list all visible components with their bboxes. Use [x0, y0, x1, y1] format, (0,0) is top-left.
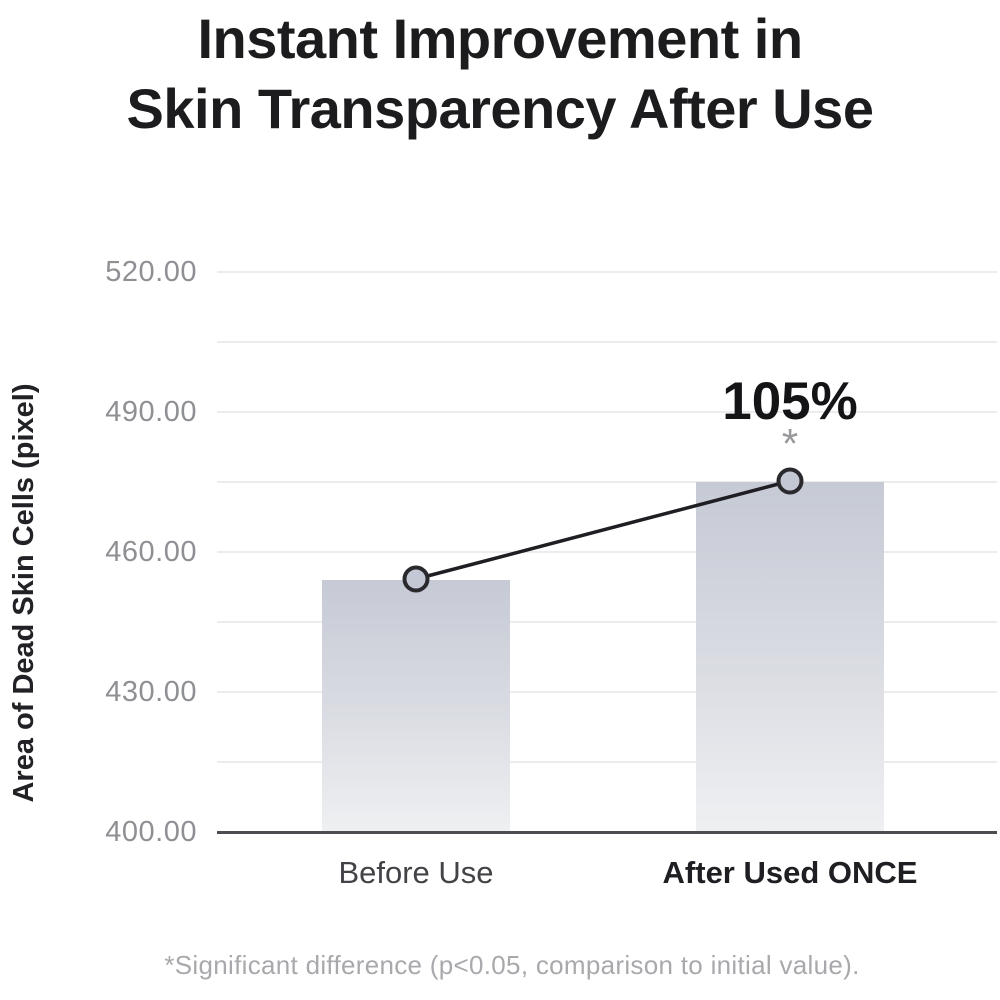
bar-before-use: [322, 580, 510, 832]
gridline: [217, 691, 997, 693]
y-tick-label: 490.00: [105, 396, 197, 428]
y-tick-label: 430.00: [105, 676, 197, 708]
x-tick-label-before-use: Before Use: [338, 855, 494, 890]
y-tick-label: 460.00: [105, 536, 197, 568]
annotation-percent-label: 105%: [722, 372, 858, 431]
gridline: [217, 341, 997, 343]
x-axis-baseline: [217, 831, 997, 834]
y-tick-label: 520.00: [105, 256, 197, 288]
chart-title: Instant Improvement in Skin Transparency…: [0, 4, 1000, 144]
significance-asterisk: *: [781, 420, 799, 467]
chart-title-line-1: Instant Improvement in: [197, 7, 803, 70]
bar-after-used-once: [696, 482, 884, 832]
gridline: [217, 271, 997, 273]
x-tick-label-after-used-once: After Used ONCE: [662, 855, 918, 890]
y-axis-title: Area of Dead Skin Cells (pixel): [8, 383, 40, 803]
y-tick-label: 400.00: [105, 816, 197, 848]
footnote: *Significant difference (p<0.05, compari…: [164, 950, 860, 980]
gridline: [217, 621, 997, 623]
gridline: [217, 411, 997, 413]
value-annotation: 105% *: [640, 372, 940, 467]
chart-title-line-2: Skin Transparency After Use: [126, 77, 874, 140]
gridline: [217, 761, 997, 763]
